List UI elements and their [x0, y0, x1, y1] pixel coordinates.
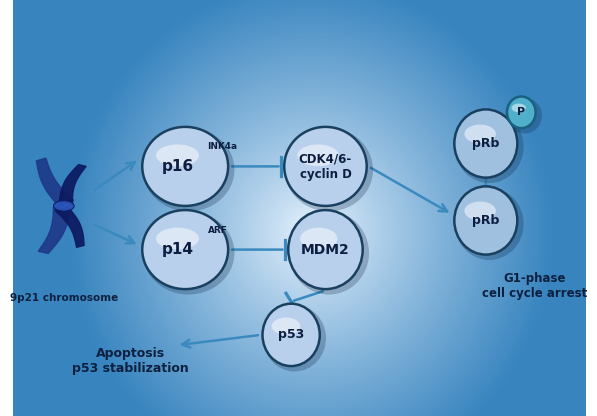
- Ellipse shape: [297, 144, 338, 166]
- Text: p14: p14: [161, 242, 193, 257]
- Text: Apoptosis
p53 stabilization: Apoptosis p53 stabilization: [72, 347, 189, 375]
- Ellipse shape: [512, 104, 526, 112]
- Polygon shape: [59, 165, 86, 204]
- Ellipse shape: [272, 317, 300, 335]
- Ellipse shape: [143, 128, 235, 211]
- Ellipse shape: [54, 201, 74, 211]
- Ellipse shape: [263, 305, 326, 371]
- Ellipse shape: [285, 128, 373, 211]
- Ellipse shape: [300, 228, 337, 250]
- Ellipse shape: [143, 211, 235, 295]
- Polygon shape: [56, 207, 84, 248]
- Text: P: P: [517, 107, 525, 117]
- Text: pRb: pRb: [472, 214, 500, 227]
- Text: 9p21 chromosome: 9p21 chromosome: [10, 293, 118, 303]
- Ellipse shape: [464, 201, 496, 220]
- Polygon shape: [36, 158, 74, 206]
- Ellipse shape: [288, 210, 363, 289]
- Text: INK4a: INK4a: [208, 142, 238, 151]
- Text: p53: p53: [278, 328, 304, 342]
- Ellipse shape: [454, 186, 518, 255]
- Ellipse shape: [289, 211, 369, 295]
- Ellipse shape: [455, 188, 524, 260]
- Ellipse shape: [284, 127, 367, 206]
- Ellipse shape: [142, 127, 228, 206]
- Ellipse shape: [156, 144, 199, 166]
- Polygon shape: [38, 207, 70, 253]
- Text: MDM2: MDM2: [301, 243, 350, 257]
- Text: p16: p16: [161, 159, 193, 174]
- Ellipse shape: [507, 98, 542, 134]
- Ellipse shape: [464, 124, 496, 144]
- Ellipse shape: [455, 111, 524, 183]
- Text: G1-phase
cell cycle arrest: G1-phase cell cycle arrest: [482, 272, 587, 300]
- Ellipse shape: [507, 97, 536, 128]
- Ellipse shape: [156, 228, 199, 250]
- Ellipse shape: [142, 210, 228, 289]
- Text: pRb: pRb: [472, 137, 500, 150]
- Text: CDK4/6-
cyclin D: CDK4/6- cyclin D: [299, 152, 352, 181]
- Ellipse shape: [454, 109, 518, 178]
- Text: ARF: ARF: [208, 225, 227, 235]
- Ellipse shape: [263, 304, 320, 366]
